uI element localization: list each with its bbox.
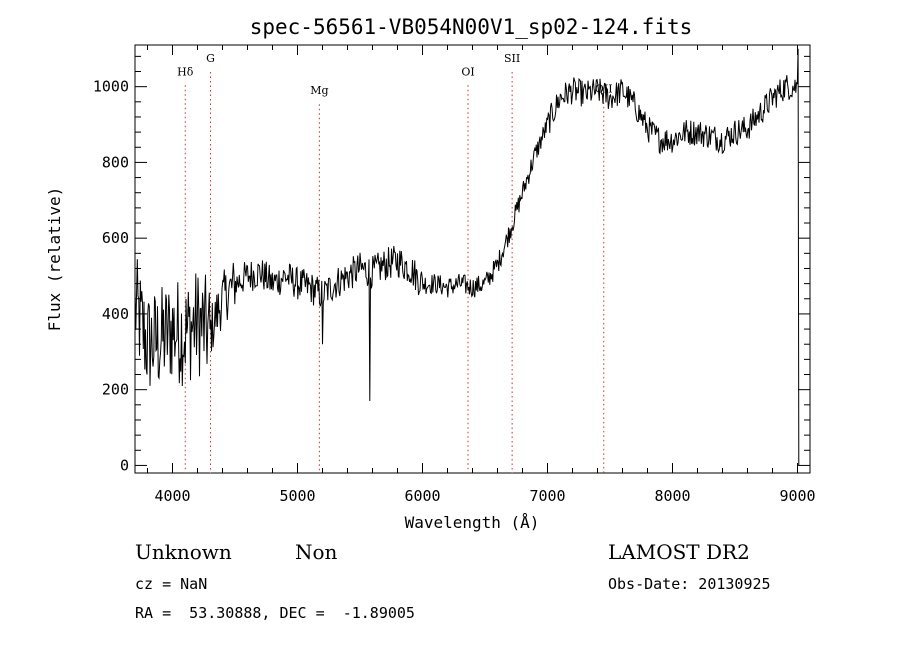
spectral-line-label: Hδ [177,65,194,78]
survey-name: LAMOST DR2 [608,540,750,564]
plot-frame [134,44,811,474]
y-tick-label: 600 [102,229,129,247]
x-tick-label: 7000 [529,487,565,505]
x-tick-label: 9000 [779,487,815,505]
y-tick-label: 1000 [93,78,129,96]
object-subclass: Non [295,540,338,564]
x-tick-label: 4000 [154,487,190,505]
x-tick-label: 5000 [279,487,315,505]
ra-dec-coordinates: RA = 53.30888, DEC = -1.89005 [135,604,415,622]
object-class: Unknown [135,540,232,564]
obs-date: Obs-Date: 20130925 [608,575,771,593]
spectral-line-label: SII [504,52,520,65]
flux-series-line [134,48,800,466]
y-axis-label: Flux (relative) [45,187,64,332]
chart-title: spec-56561-VB054N00V1_sp02-124.fits [250,15,693,39]
spectral-line-label: OI [461,65,474,78]
cz-value: cz = NaN [135,575,208,593]
x-tick-label: 6000 [404,487,440,505]
spectral-line-label: Mg [310,84,328,97]
x-axis-label: Wavelength (Å) [405,513,540,532]
y-tick-label: 400 [102,305,129,323]
y-tick-label: 0 [120,456,129,474]
y-tick-label: 800 [102,153,129,171]
x-tick-label: 8000 [654,487,690,505]
spectral-line-label: G [206,52,215,65]
y-tick-label: 200 [102,381,129,399]
axis-tick-labels: 4000 5000 6000 7000 8000 9000 0 200 400 600 800 100… [93,78,816,505]
axis-ticks [135,45,810,473]
